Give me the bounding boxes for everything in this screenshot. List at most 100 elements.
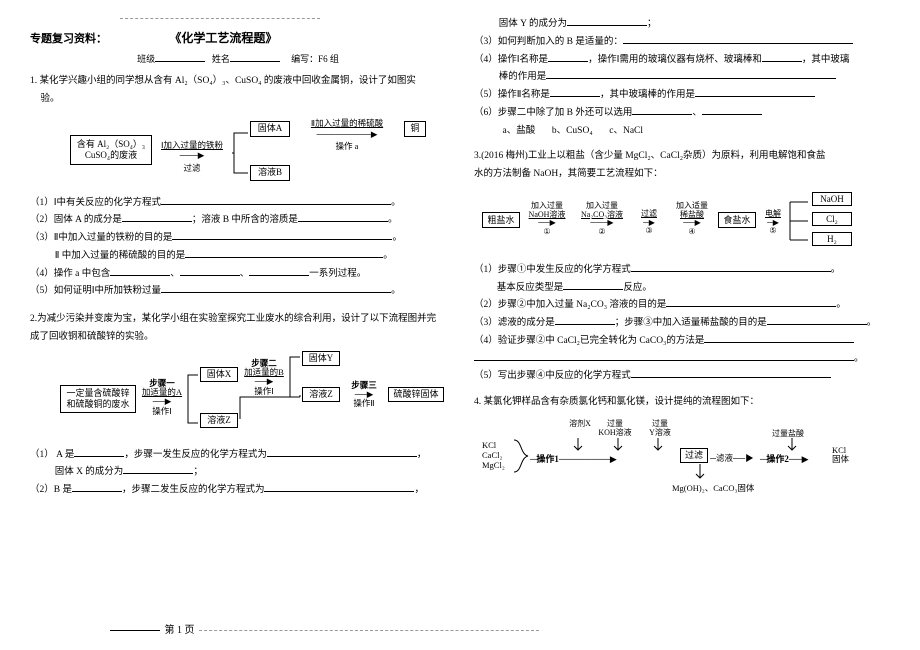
q3-p1: （1）步骤①中发生反应的化学方程式。 <box>474 264 890 278</box>
q2r-r3: （4）操作Ⅰ名称是，操作Ⅰ需用的玻璃仪器有烧杯、玻璃棒和，其中玻璃 <box>474 54 890 68</box>
q3-p3-b1 <box>555 324 615 325</box>
q2r-r4b: ，其中玻璃棒的作用是 <box>600 90 695 100</box>
q4-in2: CaCl₂ <box>482 450 502 460</box>
q4-mid: 过滤 <box>680 448 708 463</box>
q2-p2-b2 <box>264 491 414 492</box>
q4-flow: KCl CaCl₂ MgCl₂ 溶剂X 过量KOH溶液 过量Y溶液 ─操作1──… <box>482 420 890 498</box>
q4-brace-icon <box>512 438 530 474</box>
q3-s2-bot: Na₂CO₃溶液 <box>581 210 623 219</box>
q2-flow: 一定量含硫酸锌 和硫酸铜的废水 步骤一 加适量的A──▶ 操作Ⅰ 固体X 溶液Z… <box>60 355 446 441</box>
q2r-r5: （6）步骤二中除了加 B 外还可以选用、 <box>474 107 890 121</box>
class-label: 班级 <box>137 54 155 64</box>
q2r-r2-blank <box>623 43 853 44</box>
q3-p5-blank <box>631 377 831 378</box>
q4-in3: MgCl₂ <box>482 460 505 470</box>
q2r-r3c: ，其中玻璃 <box>802 55 850 65</box>
q2r-r2-text: （3）如何判断加入的 B 是适量的： <box>474 37 623 47</box>
q2-box-znso4: 硫酸锌固体 <box>388 387 444 402</box>
q2r-r3d: 棒的作用是 <box>474 71 890 85</box>
q2r-r1-blank <box>567 25 647 26</box>
q2r-r1: 固体 Y 的成分为； <box>474 18 890 32</box>
q3-p1a: （1）步骤①中发生反应的化学方程式 <box>474 265 631 275</box>
q2-stem-1: 2.为减少污染并变废为宝，某化学小组在实验室探究工业废水的综合利用，设计了以下流… <box>30 313 446 327</box>
q3-s1-bot: NaOH溶液 <box>529 210 566 219</box>
q2-p2b: ，步骤二发生反应的化学方程式为 <box>122 485 265 495</box>
q2-bracket2-icon <box>288 355 302 399</box>
q2-p1a: （1） A 是 <box>30 450 74 460</box>
q3-out1: NaOH <box>812 192 852 206</box>
q3-flow: 粗盐水 加入过量NaOH溶液──▶① 加入过量Na₂CO₃溶液───▶② 过滤─… <box>482 192 890 256</box>
q2r-r5-b2 <box>702 114 762 115</box>
q2r-r3-b2 <box>762 61 802 62</box>
q1-p4b: 一系列过程。 <box>309 269 366 279</box>
q3-p2: （2）步骤②中加入过量 Na₂CO₃ 溶液的目的是。 <box>474 299 890 313</box>
q1-p1: （1）Ⅰ中有关反应的化学方程式。 <box>30 197 446 211</box>
meta-row: 班级 姓名 编写：F6 组 <box>30 52 446 65</box>
top-dash-rule <box>120 18 320 19</box>
q2r-r3b: ，操作Ⅰ需用的玻璃仪器有烧杯、玻璃棒和 <box>588 55 762 65</box>
q3-box2: 食盐水 <box>718 212 756 228</box>
q1-p3: （3）Ⅱ中加入过量的铁粉的目的是。 <box>30 232 446 246</box>
q2-box-left: 一定量含硫酸锌 和硫酸铜的废水 <box>60 385 136 413</box>
q3-p1b: 基本反应类型是反应。 <box>474 282 890 296</box>
q3-s5: 电解─▶⑤ <box>758 210 788 236</box>
opt-c: c、NaCl <box>609 126 643 136</box>
q3-out3: H₂ <box>812 232 852 246</box>
q3-p5: （5）写出步骤④中反应的化学方程式 <box>474 370 890 384</box>
title-row: 专题复习资料： 《化学工艺流程题》 <box>30 29 446 46</box>
q1-p4a: （4）操作 a 中包含 <box>30 269 110 279</box>
q3-s4-top: 加入适量 <box>676 201 708 210</box>
q4-s1c: 过量Y溶液 <box>640 420 680 438</box>
q3-s2: 加入过量Na₂CO₃溶液───▶② <box>574 202 630 237</box>
page-footer: 第 1 页 <box>110 621 539 636</box>
q4-s1b: 过量KOH溶液 <box>590 420 640 438</box>
q3-box1: 粗盐水 <box>482 212 520 228</box>
q4-out-l2: 固体 <box>832 454 849 464</box>
q2r-r3d-blank <box>546 78 836 79</box>
q1-p4-b1 <box>110 275 170 276</box>
q3-p3b: ；步骤③中加入适量稀盐酸的目的是 <box>615 318 767 328</box>
q1-stem-2: 验。 <box>30 93 446 107</box>
q2-p2-b1 <box>72 491 122 492</box>
q1-p3-blank1 <box>172 239 392 240</box>
q1-step1-bot: 过滤 <box>183 163 200 173</box>
q2r-r3-b1 <box>548 61 588 62</box>
q2-box-z2: 溶液Z <box>302 387 340 402</box>
q3-p3-b2 <box>767 324 867 325</box>
q3-p1-blank <box>631 271 831 272</box>
q4-line2: ─操作2──▶ <box>760 452 830 465</box>
q1-p3-blank2 <box>185 257 383 258</box>
q2-p1-b2 <box>267 456 417 457</box>
q4-s1-l3: KOH溶液 <box>598 428 631 437</box>
q2-step1-l3: 操作Ⅰ <box>152 406 172 416</box>
q2r-r4a: （5）操作Ⅱ名称是 <box>474 90 550 100</box>
q2r-r4-b1 <box>550 96 600 97</box>
q1-box-a: 固体A <box>250 121 290 137</box>
q4-inputs: KCl CaCl₂ MgCl₂ <box>482 440 505 471</box>
q1-p3b: Ⅱ 中加入过量的稀硫酸的目的是。 <box>30 250 446 264</box>
q1-box-cu: 铜 <box>404 121 426 137</box>
q1-box-left: 含有 Al₂（SO₄）₃ CuSO₄的废液 <box>70 135 152 165</box>
q3-c2: ② <box>598 227 605 236</box>
q2-step3: 步骤三──▶ 操作Ⅱ <box>342 381 386 409</box>
q1-step1: Ⅰ加入过量的铁粉 ───▶ 过滤 <box>152 139 232 174</box>
q1-p1-blank <box>161 204 391 205</box>
q2-box-left-l2: 和硫酸铜的废水 <box>66 399 129 409</box>
q1-p5-text: （5）如何证明Ⅰ中所加铁粉过量 <box>30 286 161 296</box>
q3-c5: ⑤ <box>769 226 776 235</box>
q2r-r5-b1 <box>632 114 692 115</box>
q2r-r4: （5）操作Ⅱ名称是 ，其中玻璃棒的作用是 <box>474 89 890 103</box>
q3-p2-blank <box>666 306 836 307</box>
page-number: 第 1 页 <box>165 625 195 636</box>
q3-s3-text: 过滤 <box>641 209 657 218</box>
q3-p5-text: （5）写出步骤④中反应的化学方程式 <box>474 371 631 381</box>
q1-box-left-l2: CuSO₄的废液 <box>85 150 137 160</box>
q1-box-b: 溶液B <box>250 165 290 181</box>
q4-op1: 操作1 <box>536 454 559 464</box>
q3-bracket-icon <box>788 194 810 248</box>
q3-s1-top: 加入过量 <box>531 201 563 210</box>
q2r-r2: （3）如何判断加入的 B 是适量的： <box>474 36 890 50</box>
q1-op-a: 操作 a <box>336 141 359 151</box>
q1-p2-blank1 <box>122 221 192 222</box>
q2r-r1e: ； <box>647 19 657 29</box>
